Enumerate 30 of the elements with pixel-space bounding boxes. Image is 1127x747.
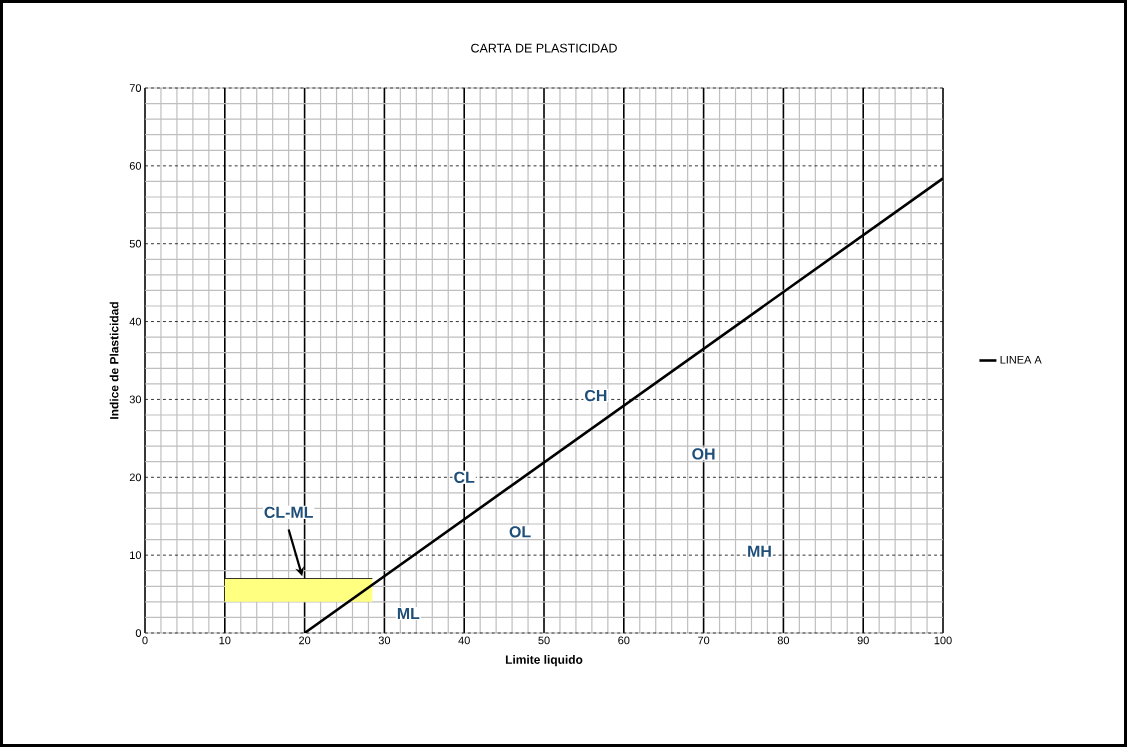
y-tick-label: 20 <box>129 473 142 482</box>
y-tick-label: 0 <box>135 629 142 637</box>
chart-title: CARTA DE PLASTICIDAD <box>471 43 617 53</box>
annotation: OH <box>692 448 715 460</box>
annotation: CL <box>454 471 475 483</box>
y-tick-label: 30 <box>129 395 142 404</box>
y-axis-title: Indice de Plasticidad <box>109 302 119 419</box>
x-axis-title: Limite liquido <box>505 655 583 667</box>
x-tick-label: 10 <box>219 636 231 645</box>
annotation: OL <box>509 526 531 538</box>
x-tick-label: 0 <box>142 636 148 645</box>
y-tick-label: 10 <box>130 551 142 560</box>
annotation: CH <box>585 389 607 402</box>
annotation: CL-ML <box>264 506 313 518</box>
x-tick-label: 30 <box>378 636 391 645</box>
annotation: MH <box>748 545 771 557</box>
y-tick-label: 40 <box>129 317 142 326</box>
x-tick-label: 50 <box>538 636 550 645</box>
y-tick-label: 60 <box>129 161 142 170</box>
x-tick-label: 40 <box>458 636 470 645</box>
x-tick-label: 60 <box>618 636 630 645</box>
y-tick-label: 70 <box>129 84 142 92</box>
legend-label: LINEA A <box>1000 355 1042 364</box>
x-tick-label: 20 <box>299 636 311 645</box>
x-tick-label: 80 <box>777 636 790 645</box>
x-tick-label: 100 <box>934 636 952 645</box>
x-tick-label: 90 <box>857 636 869 645</box>
annotation: ML <box>397 608 420 620</box>
x-tick-label: 70 <box>698 636 710 645</box>
y-tick-label: 50 <box>129 239 142 248</box>
